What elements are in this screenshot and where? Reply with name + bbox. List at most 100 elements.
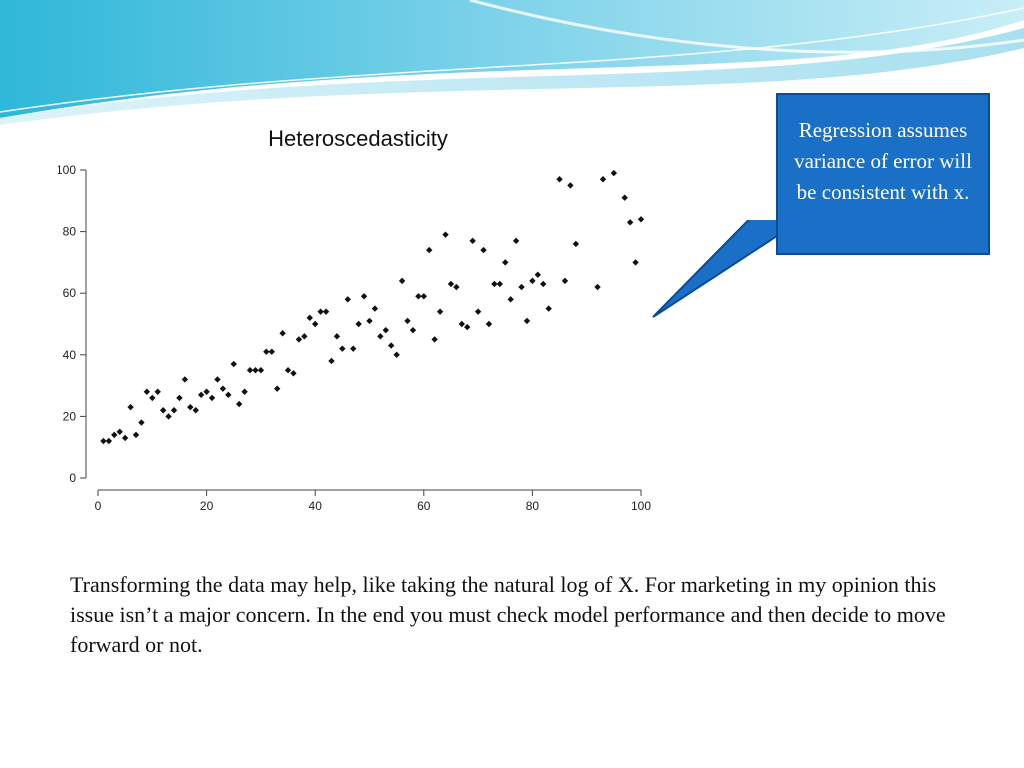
x-tick-label: 100 xyxy=(631,499,651,513)
scatter-point xyxy=(328,357,335,365)
scatter-point xyxy=(594,283,601,291)
scatter-point xyxy=(393,351,400,358)
scatter-point xyxy=(127,403,134,411)
scatter-point xyxy=(637,216,645,223)
scatter-point xyxy=(268,348,275,355)
scatter-point xyxy=(165,413,172,420)
scatter-point xyxy=(626,219,634,226)
scatter-point xyxy=(230,360,237,368)
scatter-point xyxy=(360,293,368,300)
scatter-point xyxy=(496,280,504,288)
scatter-point xyxy=(529,277,536,285)
scatter-point xyxy=(512,237,520,245)
y-tick-label: 60 xyxy=(63,286,77,300)
scatter-point xyxy=(225,391,232,399)
y-tick-label: 0 xyxy=(69,471,76,485)
scatter-point xyxy=(132,431,140,439)
scatter-point xyxy=(556,176,563,183)
scatter-point xyxy=(312,320,319,328)
scatter-point xyxy=(170,407,178,414)
scatter-point xyxy=(436,308,444,315)
slide-body-text: Transforming the data may help, like tak… xyxy=(70,572,946,657)
chart-title: Heteroscedasticity xyxy=(268,126,448,151)
y-tick-label: 100 xyxy=(58,163,76,177)
scatter-point xyxy=(203,388,210,395)
scatter-point xyxy=(621,194,628,201)
scatter-point xyxy=(317,308,324,315)
scatter-point xyxy=(540,280,547,288)
scatter-point xyxy=(301,333,308,340)
scatter-point xyxy=(197,391,205,399)
y-tick-label: 80 xyxy=(63,225,77,239)
scatter-chart: Heteroscedasticity 0 20 40 60 80 100 0 20 40 60 80… xyxy=(58,128,658,520)
scatter-point xyxy=(235,400,243,408)
scatter-point xyxy=(599,176,607,183)
x-tick-label: 60 xyxy=(417,499,431,513)
scatter-point xyxy=(333,333,341,340)
y-tick-label: 20 xyxy=(63,409,77,423)
scatter-point xyxy=(105,437,113,445)
chart-plot-area: 0 20 40 60 80 100 0 20 40 60 80 100 xyxy=(58,163,651,513)
scatter-point xyxy=(290,370,297,377)
scatter-point xyxy=(344,296,351,303)
scatter-point xyxy=(100,437,107,445)
scatter-point xyxy=(480,246,487,254)
scatter-point xyxy=(485,320,493,328)
scatter-point xyxy=(355,320,362,328)
scatter-point xyxy=(458,320,466,328)
scatter-point xyxy=(398,277,406,285)
y-tick-label: 40 xyxy=(63,348,77,362)
scatter-point xyxy=(187,403,194,411)
scatter-point xyxy=(219,385,227,392)
scatter-point xyxy=(561,277,569,285)
scatter-point xyxy=(138,419,145,426)
scatter-point xyxy=(143,388,151,395)
scatter-point xyxy=(257,367,265,374)
scatter-point xyxy=(159,407,167,414)
scatter-point xyxy=(404,317,411,325)
scatter-point xyxy=(181,376,189,383)
scatter-point xyxy=(474,308,482,315)
scatter-point xyxy=(426,246,433,254)
scatter-point xyxy=(442,231,449,238)
scatter-point xyxy=(507,296,514,303)
scatter-point xyxy=(208,394,216,402)
scatter-point xyxy=(350,345,357,352)
scatter-point xyxy=(284,367,292,374)
scatter-point xyxy=(192,407,199,414)
scatter-point xyxy=(610,169,618,177)
scatter-point xyxy=(214,376,221,383)
scatter-point xyxy=(447,280,455,288)
scatter-point xyxy=(382,326,389,334)
scatter-point xyxy=(366,317,373,325)
scatter-point xyxy=(246,367,254,374)
scatter-point xyxy=(377,333,384,340)
scatter-point xyxy=(273,385,281,392)
scatter-point xyxy=(545,305,552,312)
scatter-point xyxy=(295,336,303,343)
callout-box: Regression assumes variance of error wil… xyxy=(776,93,990,255)
x-tick-label: 80 xyxy=(526,499,540,513)
scatter-point xyxy=(252,367,259,374)
scatter-point xyxy=(279,330,286,337)
scatter-point xyxy=(306,314,313,322)
scatter-point xyxy=(116,428,123,435)
scatter-point xyxy=(567,182,574,189)
x-tick-label: 40 xyxy=(309,499,323,513)
scatter-point xyxy=(431,336,438,343)
scatter-point xyxy=(632,259,639,266)
scatter-point xyxy=(502,259,509,266)
callout-pointer xyxy=(652,220,781,318)
scatter-point xyxy=(263,348,270,355)
slide-header-wave xyxy=(0,0,1024,125)
scatter-point xyxy=(388,342,395,349)
scatter-point xyxy=(523,317,531,325)
scatter-point xyxy=(241,388,248,395)
scatter-point xyxy=(154,388,161,395)
scatter-point xyxy=(464,323,471,331)
scatter-point xyxy=(453,283,460,291)
scatter-point xyxy=(149,394,156,402)
scatter-point xyxy=(121,434,129,442)
scatter-point xyxy=(572,240,580,248)
scatter-point xyxy=(111,431,118,439)
